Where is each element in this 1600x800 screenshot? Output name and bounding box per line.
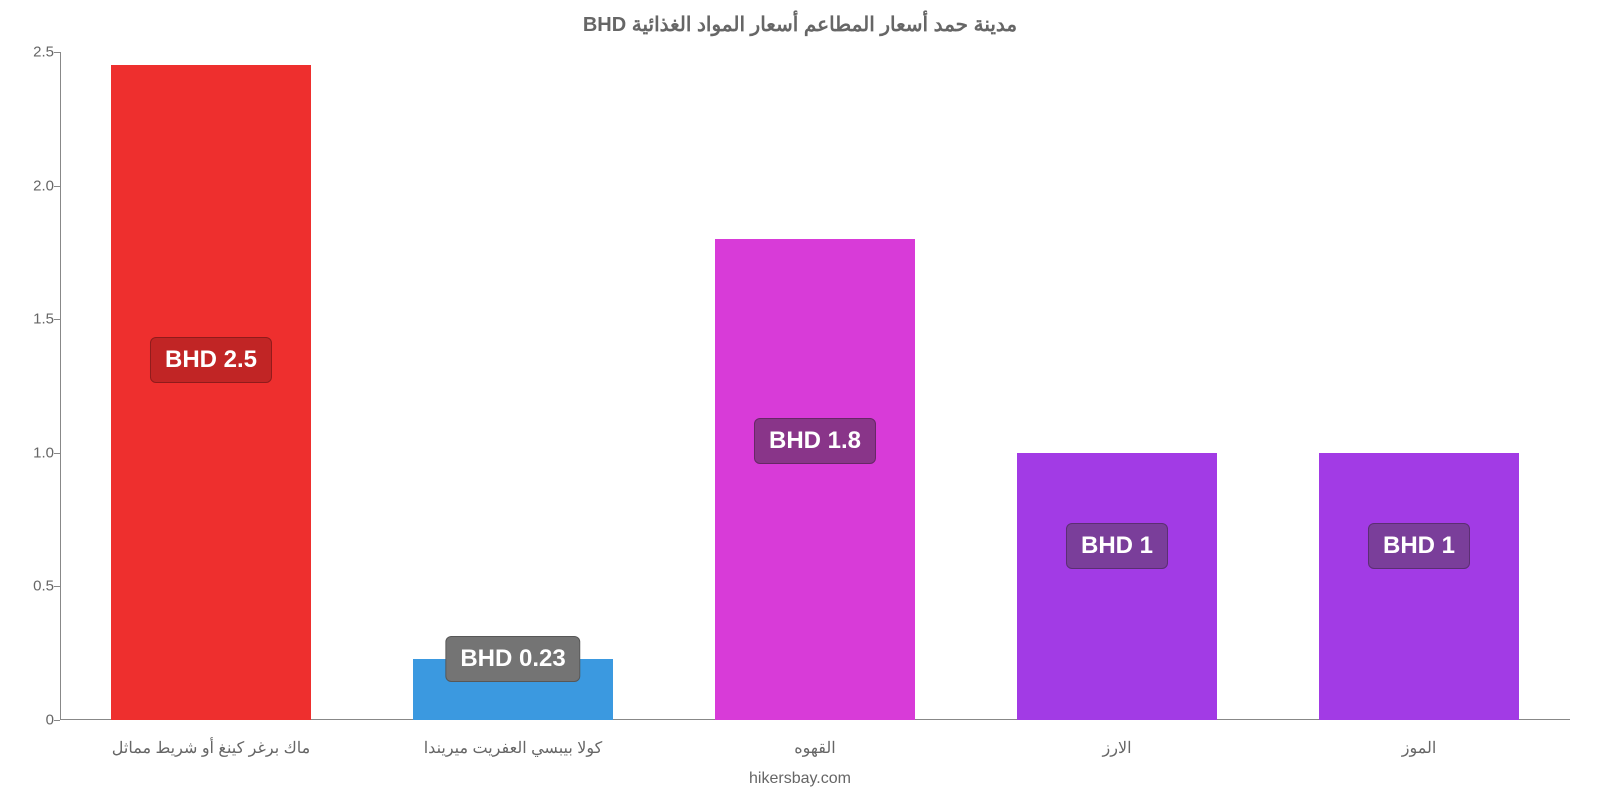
bar: BHD 2.5	[111, 65, 310, 720]
y-tick-label: 0	[10, 712, 54, 729]
bar: BHD 0.23	[413, 659, 612, 720]
bar-value-badge: BHD 2.5	[150, 337, 272, 383]
y-tick-mark	[54, 52, 60, 53]
y-tick-mark	[54, 720, 60, 721]
source-label: hikersbay.com	[0, 770, 1600, 788]
y-tick-mark	[54, 186, 60, 187]
bar: BHD 1.8	[715, 239, 914, 720]
x-tick-label: كولا بيبسي العفريت ميريندا	[362, 738, 664, 758]
bar: BHD 1	[1319, 453, 1518, 720]
bar-value-badge: BHD 0.23	[445, 636, 580, 682]
y-tick-label: 2.0	[10, 177, 54, 194]
bar-slot: BHD 1.8	[664, 52, 966, 720]
y-tick-label: 2.5	[10, 44, 54, 61]
bar-slot: BHD 0.23	[362, 52, 664, 720]
chart-title: مدينة حمد أسعار المطاعم أسعار المواد الغ…	[0, 0, 1600, 37]
price-chart: مدينة حمد أسعار المطاعم أسعار المواد الغ…	[0, 0, 1600, 800]
bar-value-badge: BHD 1	[1368, 523, 1470, 569]
x-tick-label: الارز	[966, 738, 1268, 758]
x-labels: ماك برغر كينغ أو شريط مماثلكولا بيبسي ال…	[60, 738, 1570, 758]
bars-container: BHD 2.5 BHD 0.23 BHD 1.8 BHD 1 BHD 1	[60, 52, 1570, 720]
plot-area: BHD 2.5BHD 0.23BHD 1.8BHD 1BHD 1 00.51.0…	[60, 52, 1570, 720]
y-tick-label: 0.5	[10, 578, 54, 595]
bar: BHD 1	[1017, 453, 1216, 720]
x-tick-label: ماك برغر كينغ أو شريط مماثل	[60, 738, 362, 758]
y-tick-mark	[54, 453, 60, 454]
y-tick-label: 1.0	[10, 444, 54, 461]
y-tick-label: 1.5	[10, 311, 54, 328]
x-tick-label: الموز	[1268, 738, 1570, 758]
y-tick-mark	[54, 319, 60, 320]
bar-slot: BHD 2.5	[60, 52, 362, 720]
bar-slot: BHD 1	[966, 52, 1268, 720]
x-tick-label: القهوه	[664, 738, 966, 758]
y-tick-mark	[54, 586, 60, 587]
bar-slot: BHD 1	[1268, 52, 1570, 720]
bar-value-badge: BHD 1	[1066, 523, 1168, 569]
bar-value-badge: BHD 1.8	[754, 418, 876, 464]
